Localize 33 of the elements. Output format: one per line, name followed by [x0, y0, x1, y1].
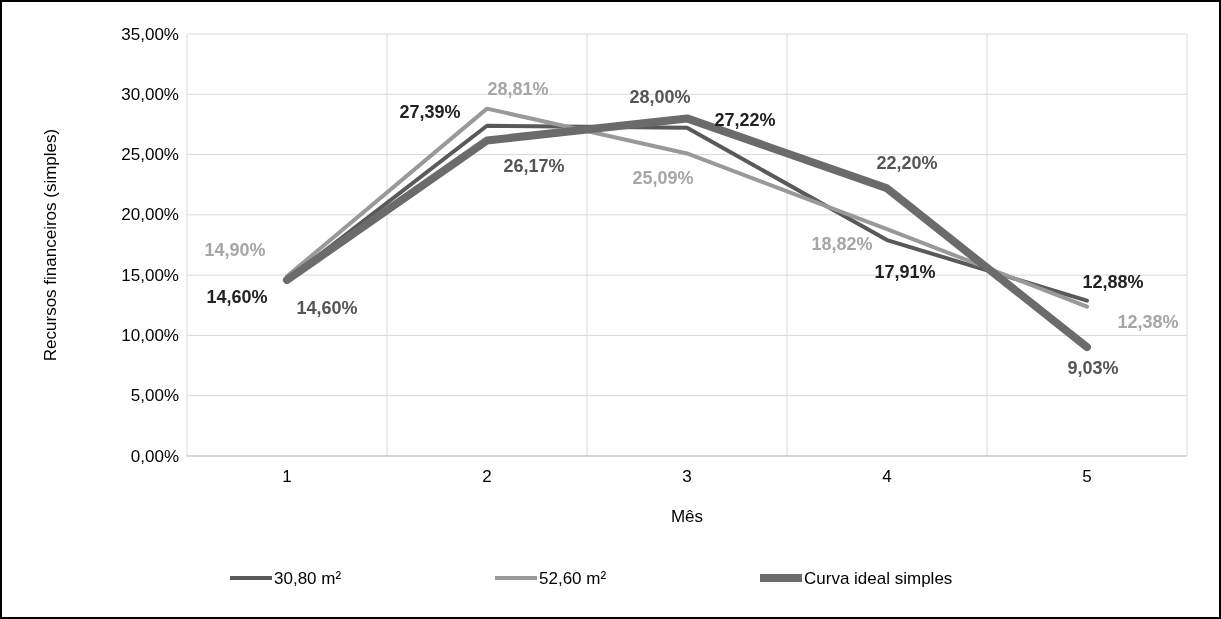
y-tick-label: 20,00% [121, 205, 179, 225]
data-label: 27,22% [714, 109, 776, 130]
y-tick-label: 15,00% [121, 265, 179, 285]
y-tick-label: 10,00% [121, 325, 179, 345]
x-tick-label: 4 [882, 467, 892, 486]
data-label: 12,88% [1082, 271, 1144, 292]
data-label: 28,00% [629, 87, 691, 108]
data-label: 12,38% [1117, 311, 1179, 332]
x-tick-label: 2 [482, 467, 492, 486]
y-tick-label: 35,00% [121, 24, 179, 44]
legend-label: 52,60 m² [539, 568, 607, 588]
data-label: 9,03% [1067, 358, 1119, 379]
y-axis-title: Recursos financeiros (simples) [41, 128, 60, 362]
y-tick-label: 5,00% [130, 386, 179, 406]
x-tick-label: 3 [682, 467, 692, 486]
data-label: 14,90% [204, 240, 266, 261]
legend-label: Curva ideal simples [804, 568, 953, 588]
legend-label: 30,80 m² [274, 568, 342, 588]
x-tick-label: 1 [282, 467, 292, 486]
x-axis-title: Mês [670, 507, 704, 526]
data-label: 28,81% [487, 78, 549, 99]
data-label: 17,91% [874, 262, 936, 283]
data-label: 18,82% [811, 234, 873, 255]
x-tick-label: 5 [1082, 467, 1092, 486]
data-label: 22,20% [876, 153, 938, 174]
data-label: 27,39% [399, 101, 461, 122]
data-label: 14,60% [296, 297, 358, 318]
y-tick-label: 0,00% [130, 446, 179, 466]
y-tick-label: 25,00% [121, 145, 179, 165]
data-label: 14,60% [206, 286, 268, 307]
data-label: 25,09% [632, 168, 694, 189]
y-tick-label: 30,00% [121, 84, 179, 104]
data-label: 26,17% [503, 156, 565, 177]
